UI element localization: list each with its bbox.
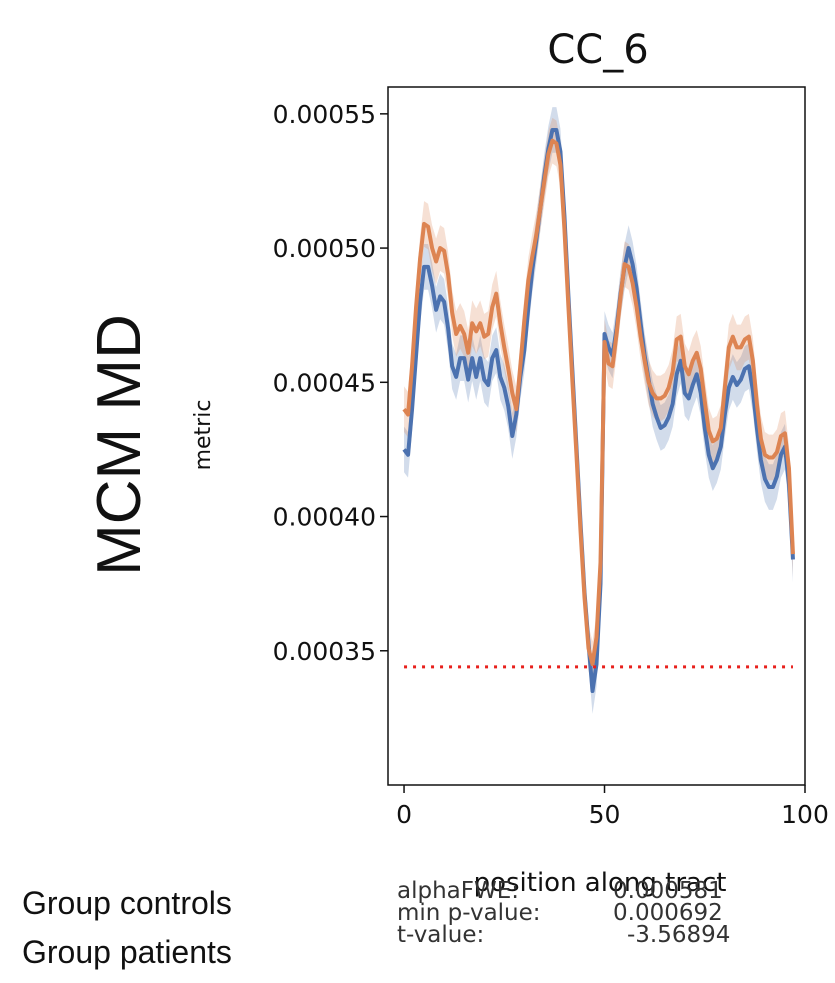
stat-label: alphaFWE: (397, 878, 520, 904)
y-tick-label: 0.00040 (273, 503, 376, 532)
stat-value: 0.000692 (613, 900, 723, 926)
stat-value: 0.000581 (613, 878, 723, 904)
x-tick-label: 0 (396, 800, 412, 829)
legend-item-patients: Group patients (22, 934, 232, 970)
chart-title: CC_6 (547, 27, 648, 73)
stat-label: min p-value: (397, 900, 541, 926)
plot-frame (387, 86, 806, 786)
x-axis-label: position along tract (474, 868, 727, 898)
stat-alpha-fwe: alphaFWE: 0.000581 (397, 878, 723, 904)
x-tick-label: 100 (781, 800, 829, 829)
y-axis-label: metric (191, 400, 216, 471)
legend-item-controls: Group controls (22, 885, 232, 921)
row-label: MCM MD (85, 314, 154, 576)
y-tick-label: 0.00055 (273, 100, 376, 129)
stat-label: t-value: (397, 922, 485, 948)
x-tick-label: 50 (589, 800, 621, 829)
y-tick-label: 0.00035 (273, 637, 376, 666)
stat-t-value: t-value: -3.56894 (397, 922, 730, 948)
stat-min-p-value: min p-value: 0.000692 (397, 900, 723, 926)
stat-value: -3.56894 (627, 922, 731, 948)
y-tick-label: 0.00045 (273, 368, 376, 397)
y-tick-label: 0.00050 (273, 234, 376, 263)
series-line-patients (402, 138, 795, 667)
